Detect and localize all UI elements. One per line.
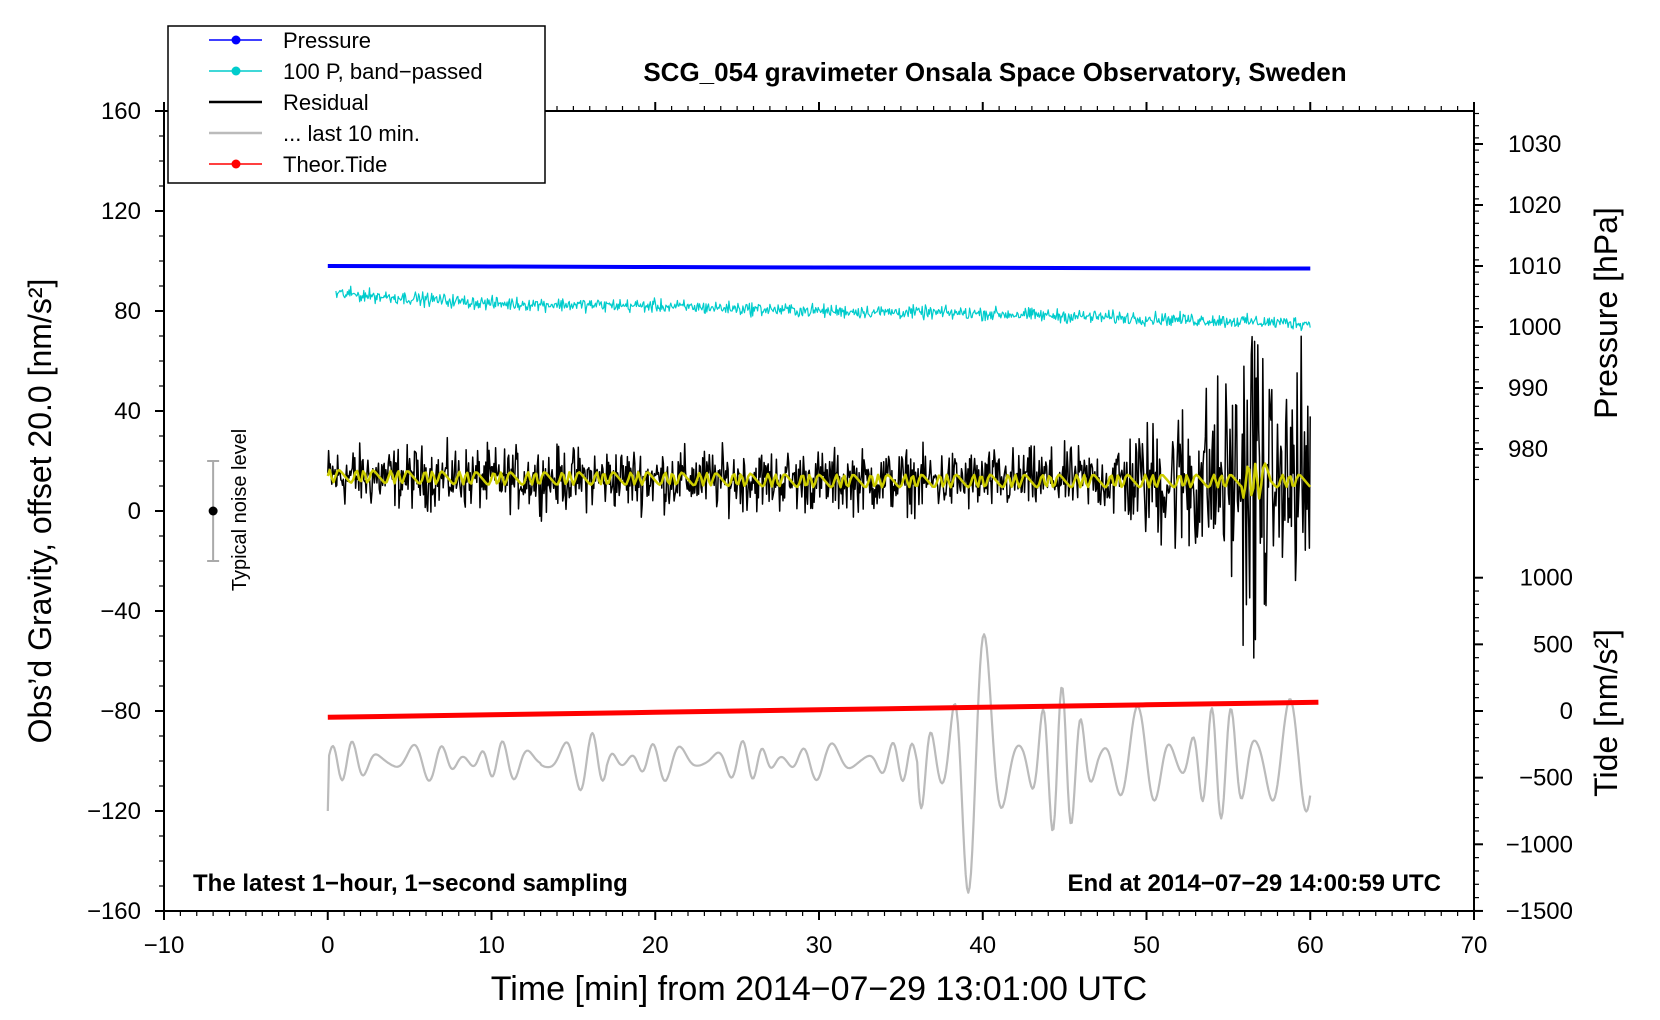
x-axis-label: Time [min] from 2014−07−29 13:01:00 UTC [491,970,1147,1008]
pressure-tick-label: 1020 [1508,192,1561,219]
y-tick-label: 0 [128,498,141,525]
series-residual-smoothed [326,462,1312,500]
end-time-annotation: End at 2014−07−29 14:00:59 UTC [1067,870,1441,897]
y-axis-tide: −1500 −1000 −500 0 500 1000 [1474,565,1573,925]
y-tick-label: −40 [100,598,141,625]
line-band-passed-pressure [335,285,1311,332]
y-tick-label: 80 [114,298,141,325]
noise-level-label: Typical noise level [229,429,251,591]
line-residual-smoothed [326,462,1312,500]
y-axis-tide-label: Tide [nm/s²] [1588,629,1624,797]
line-residual [327,335,1311,659]
y-tick-label: 120 [101,198,141,225]
series-band-passed-pressure [335,285,1311,332]
series-theor-tide [327,699,1319,720]
y-tick-label: −120 [87,798,141,825]
legend-label: Theor.Tide [283,152,387,177]
y-axis-pressure: 980 990 1000 1010 1020 1030 [1474,112,1561,481]
pressure-tick-label: 1000 [1508,314,1561,341]
tide-tick-label: 500 [1533,631,1573,658]
x-tick-label: 0 [321,932,334,959]
line-theor-tide [327,699,1319,720]
y-axis-left: −160 −120 −80 −40 0 40 80 120 160 [87,98,164,925]
legend-marker [231,35,241,45]
chart-title: SCG_054 gravimeter Onsala Space Observat… [643,57,1346,87]
tide-tick-label: 1000 [1520,565,1573,592]
line-last-10-min [326,633,1312,894]
legend: Pressure 100 P, band−passed Residual ... la… [167,25,546,184]
noise-level-bar [207,460,220,562]
sampling-annotation: The latest 1−hour, 1−second sampling [193,870,628,897]
x-tick-label: 60 [1297,932,1324,959]
pressure-tick-label: 1030 [1508,131,1561,158]
tide-tick-label: −1000 [1506,831,1573,858]
pressure-tick-label: 1010 [1508,253,1561,280]
line-pressure [327,264,1311,271]
noise-bar-center [208,506,218,516]
x-tick-label: 40 [969,932,996,959]
x-axis: −10 0 10 20 30 40 50 60 70 [144,102,1488,959]
series-last-10-min [326,633,1312,894]
y-tick-label: −160 [87,898,141,925]
x-tick-label: 20 [642,932,669,959]
y-tick-label: 40 [114,398,141,425]
legend-label: Residual [283,90,369,115]
legend-marker [231,159,241,169]
legend-label: ... last 10 min. [283,121,420,146]
y-axis-pressure-label: Pressure [hPa] [1588,207,1624,419]
legend-label: Pressure [283,28,371,53]
y-axis-left-label: Obs’d Gravity, offset 20.0 [nm/s²] [22,279,58,744]
pressure-tick-label: 990 [1508,375,1548,402]
x-tick-label: −10 [144,932,185,959]
x-tick-label: 10 [478,932,505,959]
x-tick-label: 50 [1133,932,1160,959]
x-tick-label: 70 [1461,932,1488,959]
series-residual [327,335,1311,659]
y-tick-label: −80 [100,698,141,725]
legend-box [167,25,546,184]
pressure-tick-label: 980 [1508,436,1548,463]
series-pressure [327,264,1311,271]
x-tick-label: 30 [806,932,833,959]
y-tick-label: 160 [101,98,141,125]
legend-marker [231,66,241,76]
tide-tick-label: −1500 [1506,898,1573,925]
tide-tick-label: −500 [1519,765,1573,792]
legend-label: 100 P, band−passed [283,59,483,84]
tide-tick-label: 0 [1560,698,1573,725]
